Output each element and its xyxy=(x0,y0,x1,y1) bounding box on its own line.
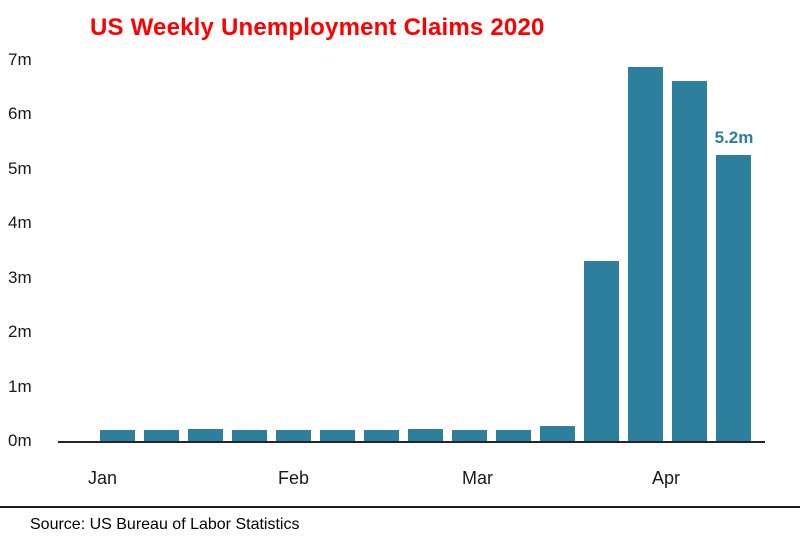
bar xyxy=(672,81,707,441)
y-axis-tick-label: 0m xyxy=(8,431,32,450)
chart-title: US Weekly Unemployment Claims 2020 xyxy=(90,14,545,41)
bar-value-annotation: 5.2m xyxy=(714,128,754,147)
x-axis-tick-label: Apr xyxy=(652,468,681,488)
bar xyxy=(540,426,575,441)
x-axis-tick-label: Jan xyxy=(88,468,118,488)
bar xyxy=(144,430,179,441)
x-axis-tick-label: Feb xyxy=(278,468,310,488)
bar xyxy=(628,67,663,441)
bar xyxy=(276,430,311,441)
bar xyxy=(716,155,751,441)
bar xyxy=(496,430,531,441)
y-axis-tick-label: 3m xyxy=(8,267,32,287)
y-axis-tick-label: 5m xyxy=(8,158,32,178)
bar xyxy=(364,430,399,441)
x-axis-tick-label: Mar xyxy=(462,468,493,488)
y-axis-tick-label: 7m xyxy=(8,50,32,69)
y-axis-tick-label: 2m xyxy=(8,322,32,342)
bar xyxy=(452,430,487,441)
x-axis-line xyxy=(58,441,765,443)
bar xyxy=(188,429,223,441)
bar xyxy=(320,430,355,441)
bar xyxy=(408,429,443,441)
bar xyxy=(100,430,135,441)
source-text: Source: US Bureau of Labor Statistics xyxy=(30,516,300,533)
bar xyxy=(584,261,619,441)
y-axis-tick-label: 6m xyxy=(8,104,32,124)
bars-container xyxy=(100,60,751,441)
y-axis-tick-label: 1m xyxy=(8,376,32,396)
y-axis-tick-label: 4m xyxy=(8,213,32,233)
bar xyxy=(232,430,267,441)
source-divider xyxy=(0,506,800,508)
